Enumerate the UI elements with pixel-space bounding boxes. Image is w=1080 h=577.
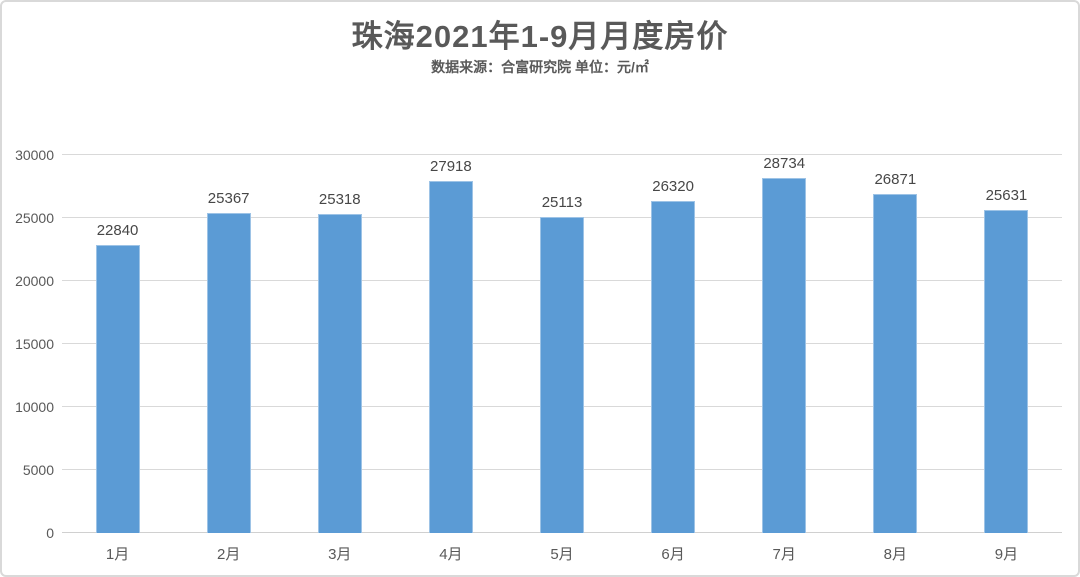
y-axis-tick-label: 0	[46, 525, 54, 541]
bar	[206, 213, 251, 533]
x-axis-tick-label: 2月	[216, 546, 241, 563]
bar	[95, 245, 140, 533]
bar-value-label: 26871	[874, 171, 917, 189]
y-axis-tick-label: 15000	[15, 336, 54, 352]
bar-column: 25113	[506, 155, 617, 533]
bar-column: 25367	[173, 155, 284, 533]
bar-value-label: 25113	[541, 193, 583, 211]
bar-value-label: 26320	[652, 178, 694, 196]
bar	[317, 214, 362, 533]
x-axis-tick-label: 7月	[772, 546, 796, 563]
x-axis-tick-label: 6月	[661, 546, 685, 563]
x-axis-tick-label: 5月	[550, 546, 574, 563]
bars-row: 22840 25367 25318 27918 25113 26320 28734 26871…	[62, 155, 1062, 533]
bar-value-label: 27918	[430, 158, 472, 176]
bar	[651, 201, 696, 533]
bar-column: 25318	[284, 155, 395, 533]
bar-column: 22840	[62, 155, 173, 533]
bar-value-label: 25318	[318, 191, 361, 208]
bar-value-label: 28734	[763, 155, 806, 172]
bar	[762, 178, 807, 533]
chart-subtitle: 数据来源：合富研究院 单位：元/㎡	[431, 59, 649, 75]
plot-area: 22840 25367 25318 27918 25113 26320 28734 26871…	[62, 154, 1062, 533]
y-axis-tick-label: 5000	[22, 462, 54, 478]
y-axis-tick-label: 25000	[15, 210, 54, 226]
bar-column: 26320	[618, 155, 729, 533]
x-axis-tick-label: 4月	[439, 546, 463, 563]
bar-value-label: 25631	[985, 187, 1028, 205]
bar	[984, 210, 1029, 533]
bar	[428, 181, 473, 533]
bar-column: 28734	[729, 155, 840, 533]
x-axis-tick-label: 1月	[105, 546, 130, 563]
bar-value-label: 25367	[207, 190, 250, 208]
x-axis-tick-label: 8月	[883, 546, 907, 563]
bar-column: 27918	[395, 155, 506, 533]
x-axis-tick-label: 9月	[994, 546, 1019, 563]
chart-title: 珠海2021年1-9月月度房价	[351, 19, 729, 54]
y-axis-tick-label: 30000	[15, 147, 54, 163]
bar-column: 26871	[840, 155, 951, 533]
y-axis-labels: 0 5000 10000 15000 20000 25000 30000	[2, 147, 54, 541]
x-axis-tick-label: 3月	[328, 546, 352, 563]
y-axis-tick-label: 10000	[15, 399, 54, 415]
bar	[873, 194, 918, 533]
y-axis-tick-label: 20000	[15, 273, 54, 289]
gridline	[62, 154, 1062, 155]
bar-column: 25631	[951, 155, 1062, 533]
x-axis-labels: 1月 2月 3月 4月 5月 6月 7月 8月 9月	[62, 543, 1062, 564]
bar	[539, 216, 584, 533]
bar-value-label: 22840	[96, 222, 139, 240]
